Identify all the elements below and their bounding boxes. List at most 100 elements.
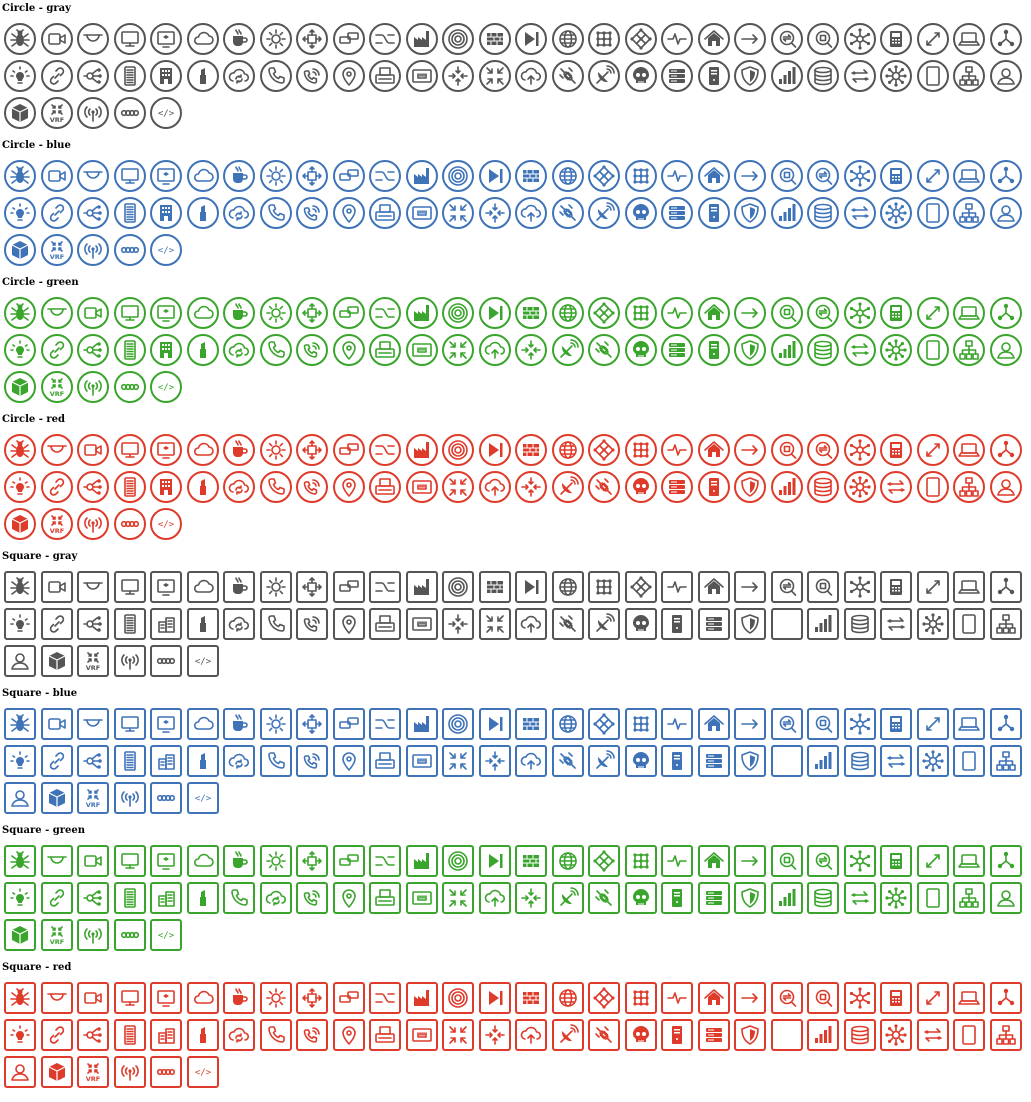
- empty-icon: [771, 608, 803, 640]
- exchange-icon: [771, 982, 803, 1014]
- lipstick-icon: [187, 197, 219, 229]
- patch-panel-icon: [406, 471, 438, 503]
- lightbulb-icon: [4, 745, 36, 777]
- pulse-icon: [661, 982, 693, 1014]
- cloud-sync-icon: [223, 334, 255, 366]
- satellite-icon: [552, 197, 584, 229]
- network-star-icon: [880, 197, 912, 229]
- chain-icon: [114, 97, 146, 129]
- swap-arrows-icon: [880, 745, 912, 777]
- link-icon: [41, 60, 73, 92]
- phone-icon: [260, 334, 292, 366]
- home-icon: [698, 845, 730, 877]
- patch-panel-icon: [406, 745, 438, 777]
- chat-bubbles-icon: [333, 160, 365, 192]
- radio-tower-icon: [77, 234, 109, 266]
- target-rings-icon: [442, 160, 474, 192]
- code-icon: </>: [150, 371, 182, 403]
- arrows-in-icon: [442, 608, 474, 640]
- laptop-icon: [953, 297, 985, 329]
- section-title: Square - blue: [2, 688, 78, 699]
- server-rack-icon: [114, 882, 146, 914]
- svg-text:</>: </>: [195, 1068, 212, 1078]
- crossover-icon: [369, 297, 401, 329]
- factory-icon: [406, 982, 438, 1014]
- empty-icon: [771, 745, 803, 777]
- org-chart-icon: [953, 334, 985, 366]
- coffee-cup-icon: [223, 23, 255, 55]
- cloud-upload-icon: [479, 471, 511, 503]
- link-icon: [41, 334, 73, 366]
- org-chart-icon: [990, 608, 1022, 640]
- user-icon: [990, 197, 1022, 229]
- code-icon: </>: [150, 97, 182, 129]
- radio-tower-icon: [77, 97, 109, 129]
- laptop-icon: [953, 434, 985, 466]
- laptop-icon: [953, 708, 985, 740]
- signal-bars-icon: [771, 197, 803, 229]
- map-pin-icon: [333, 882, 365, 914]
- coffee-cup-icon: [223, 160, 255, 192]
- cloud-icon: [187, 708, 219, 740]
- printer-icon: [369, 1019, 401, 1051]
- swap-arrows-icon: [844, 60, 876, 92]
- coffee-cup-icon: [223, 982, 255, 1014]
- vrf-icon: VRF: [77, 645, 109, 677]
- radio-tower-icon: [77, 508, 109, 540]
- signal-bars-icon: [771, 60, 803, 92]
- display-screen-icon: [150, 571, 182, 603]
- home-icon: [698, 434, 730, 466]
- section-title: Circle - gray: [2, 3, 71, 14]
- cube-icon: [4, 919, 36, 951]
- share-nodes-icon: [77, 197, 109, 229]
- diamond-nodes-icon: [588, 982, 620, 1014]
- target-rings-icon: [442, 23, 474, 55]
- video-camera-icon: [77, 434, 109, 466]
- org-chart-icon: [990, 1019, 1022, 1051]
- chat-bubbles-icon: [333, 297, 365, 329]
- play-next-icon: [515, 571, 547, 603]
- arrows-out-icon: [296, 160, 328, 192]
- cube-icon: [41, 645, 73, 677]
- phone-icon: [260, 197, 292, 229]
- home-icon: [698, 708, 730, 740]
- satellite-dish-icon: [552, 1019, 584, 1051]
- empty-icon: [771, 1019, 803, 1051]
- database-icon: [844, 1019, 876, 1051]
- monitor-icon: [114, 23, 146, 55]
- svg-text:VRF: VRF: [50, 390, 64, 398]
- signal-bars-icon: [771, 882, 803, 914]
- chain-icon: [114, 371, 146, 403]
- radio-tower-icon: [77, 919, 109, 951]
- network-star-icon: [880, 334, 912, 366]
- satellite-dish-icon: [552, 334, 584, 366]
- crossover-icon: [369, 708, 401, 740]
- monitor-icon: [114, 982, 146, 1014]
- svg-text:</>: </>: [158, 383, 175, 393]
- bug-icon: [4, 845, 36, 877]
- skull-icon: [625, 334, 657, 366]
- satellite-dish-icon: [552, 882, 584, 914]
- arrows-in-icon: [479, 197, 511, 229]
- code-icon: </>: [187, 645, 219, 677]
- chain-icon: [114, 234, 146, 266]
- exchange-icon: [807, 434, 839, 466]
- tablet-icon: [917, 197, 949, 229]
- svg-text:</>: </>: [195, 657, 212, 667]
- server-stack-icon: [661, 60, 693, 92]
- server-rack-icon: [114, 197, 146, 229]
- org-chart-icon: [953, 197, 985, 229]
- share-nodes-icon: [77, 608, 109, 640]
- section-title: Circle - red: [2, 414, 66, 425]
- tri-nodes-icon: [990, 708, 1022, 740]
- chat-bubbles-icon: [333, 708, 365, 740]
- focus-square-icon: [771, 160, 803, 192]
- display-screen-icon: [150, 708, 182, 740]
- firewall-icon: [515, 160, 547, 192]
- display-screen-icon: [150, 434, 182, 466]
- server-rack-icon: [114, 745, 146, 777]
- phone-desk-icon: [880, 297, 912, 329]
- tri-nodes-icon: [990, 160, 1022, 192]
- chat-bubbles-icon: [333, 845, 365, 877]
- firewall-icon: [515, 982, 547, 1014]
